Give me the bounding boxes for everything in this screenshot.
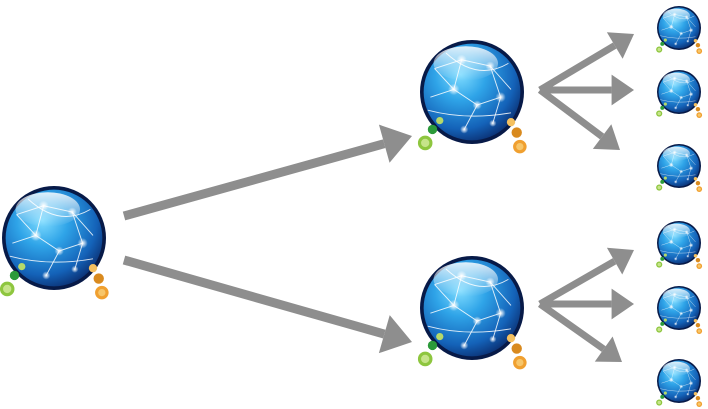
arrow-mid-bottom-to-leaf-4 bbox=[538, 247, 634, 308]
arrow-mid-top-to-leaf-2 bbox=[540, 74, 634, 106]
network-globe-icon-mid-bottom bbox=[418, 256, 527, 369]
network-globe-icon-mid-top bbox=[418, 40, 527, 153]
network-globe-icon-leaf-5 bbox=[656, 286, 702, 334]
network-globe-icon-leaf-6 bbox=[656, 359, 702, 407]
arrow-mid-bottom-to-leaf-5 bbox=[540, 288, 634, 320]
network-globe-icon-root bbox=[0, 186, 109, 299]
network-globe-icon-leaf-3 bbox=[656, 144, 702, 192]
network-globe-icon-leaf-1 bbox=[656, 6, 702, 54]
arrows-layer bbox=[122, 32, 634, 362]
network-globe-icon-leaf-2 bbox=[656, 70, 702, 118]
arrow-root-to-mid-bottom bbox=[122, 255, 412, 354]
arrow-root-to-mid-top bbox=[122, 124, 412, 221]
arrow-mid-top-to-leaf-1 bbox=[538, 32, 634, 94]
arrow-mid-top-to-leaf-3 bbox=[537, 87, 620, 150]
arrow-mid-bottom-to-leaf-6 bbox=[537, 301, 622, 362]
network-globe-icon-leaf-4 bbox=[656, 221, 702, 269]
